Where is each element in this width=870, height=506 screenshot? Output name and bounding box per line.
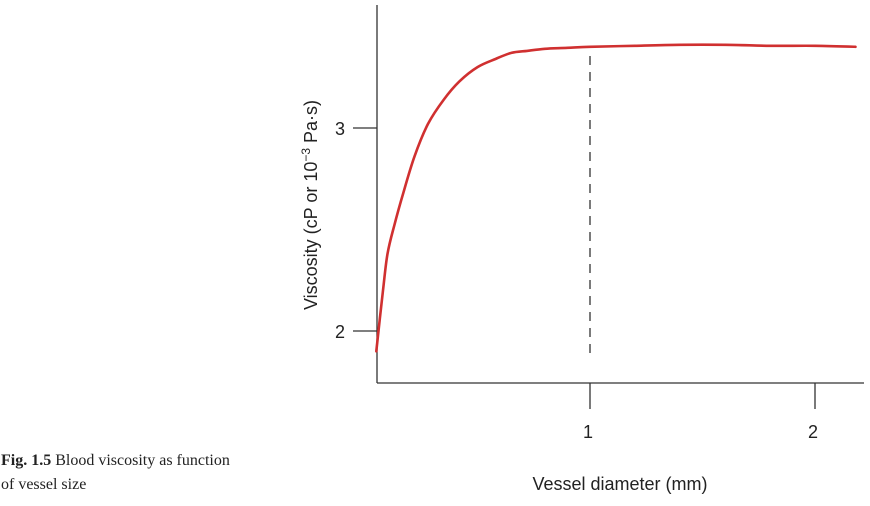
- y-axis-label-exponent: −3: [299, 148, 313, 162]
- viscosity-curve: [375, 43, 857, 353]
- figure-caption: Fig. 1.5 Blood viscosity as function of …: [1, 449, 241, 497]
- axes: [376, 5, 864, 384]
- y-axis-label-tail: Pa·s): [301, 100, 321, 148]
- y-tick-label: 2: [335, 322, 345, 342]
- x-tick-label: 2: [808, 422, 818, 442]
- series-group: [375, 43, 857, 353]
- y-axis-label-main: Viscosity (cP or 10: [301, 162, 321, 310]
- y-axis-label: Viscosity (cP or 10−3 Pa·s): [299, 100, 321, 310]
- x-axis-label: Vessel diameter (mm): [532, 474, 707, 494]
- x-tick-label: 1: [583, 422, 593, 442]
- y-tick-label: 3: [335, 119, 345, 139]
- figure-caption-text: Blood viscosity as function of vessel si…: [1, 452, 230, 493]
- figure-label: Fig. 1.5: [1, 452, 52, 469]
- ticks: 1 2 2 3: [335, 119, 818, 442]
